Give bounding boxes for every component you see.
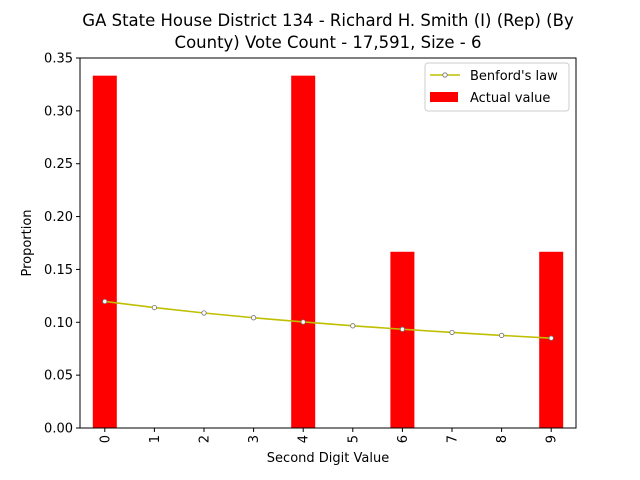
- x-tick-label: 9: [545, 435, 560, 443]
- benford-point-4: [300, 319, 306, 325]
- benford-point-6: [399, 326, 405, 332]
- x-tick-label: 2: [198, 435, 213, 443]
- bar-digit-6: [390, 251, 415, 428]
- y-tick-label: 0.25: [44, 157, 73, 172]
- x-tick-label: 6: [396, 435, 411, 443]
- y-tick-label: 0.30: [44, 104, 73, 119]
- legend-label-benford: Benford's law: [470, 69, 558, 84]
- y-axis-label: Proportion: [20, 209, 35, 276]
- y-tick-label: 0.35: [44, 52, 73, 67]
- x-tick-label: 0: [98, 435, 113, 443]
- bars-group: [92, 75, 564, 428]
- y-tick-label: 0.20: [44, 210, 73, 225]
- benford-point-9: [548, 335, 554, 341]
- benford-point-3: [251, 315, 257, 321]
- benford-point-7: [449, 329, 455, 336]
- bar-digit-4: [291, 75, 316, 428]
- x-tick-label: 8: [495, 435, 510, 443]
- benford-point-1: [151, 304, 157, 311]
- legend-label-actual: Actual value: [470, 91, 550, 106]
- x-axis: 0 1 2 3 4 5 6 7 8 9: [98, 428, 560, 443]
- y-tick-label: 0.10: [44, 316, 73, 331]
- x-tick-label: 5: [346, 435, 361, 443]
- benford-point-8: [498, 332, 505, 338]
- y-tick-label: 0.00: [44, 422, 73, 437]
- legend-box: [424, 62, 570, 112]
- legend: Benford's law Actual value: [424, 62, 570, 112]
- legend-line-marker: [442, 72, 448, 78]
- benford-point-0: [102, 298, 108, 305]
- benford-point-2: [201, 310, 207, 316]
- chart-title-line-1: GA State House District 134 - Richard H.…: [82, 11, 574, 30]
- y-axis: 0.00 0.05 0.10 0.15 0.20 0.25 0.30 0.35: [44, 52, 80, 437]
- benford-line: [104, 300, 552, 339]
- x-axis-label: Second Digit Value: [267, 451, 389, 466]
- chart-title-line-2: County) Vote Count - 17,591, Size - 6: [174, 33, 482, 52]
- legend-bar-swatch: [430, 92, 458, 102]
- bar-digit-0: [92, 75, 117, 428]
- benford-point-5: [350, 323, 356, 329]
- y-tick-label: 0.05: [44, 369, 73, 384]
- x-tick-label: 1: [148, 435, 163, 443]
- y-tick-label: 0.15: [44, 263, 73, 278]
- x-tick-label: 4: [297, 435, 312, 443]
- benford-line-group: [102, 298, 554, 341]
- x-tick-label: 3: [247, 435, 262, 443]
- plot-frame: [79, 57, 577, 429]
- x-tick-label: 7: [446, 435, 461, 443]
